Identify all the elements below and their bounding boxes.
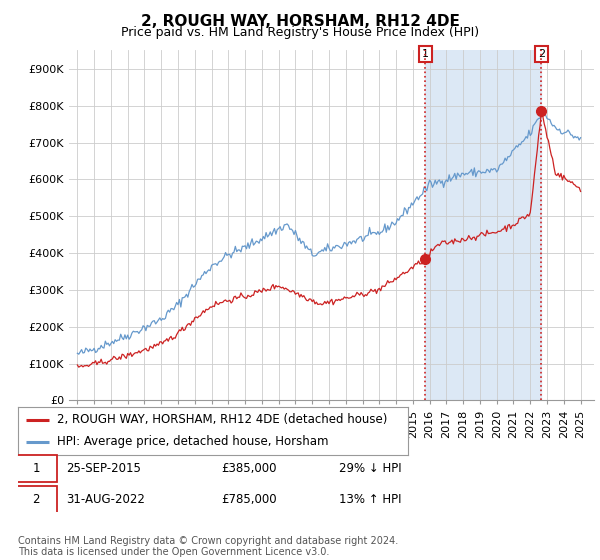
- Text: Contains HM Land Registry data © Crown copyright and database right 2024.
This d: Contains HM Land Registry data © Crown c…: [18, 535, 398, 557]
- Text: 29% ↓ HPI: 29% ↓ HPI: [340, 462, 402, 475]
- Text: £385,000: £385,000: [221, 462, 277, 475]
- Text: 1: 1: [32, 462, 40, 475]
- Text: HPI: Average price, detached house, Horsham: HPI: Average price, detached house, Hors…: [57, 435, 329, 449]
- Text: 2, ROUGH WAY, HORSHAM, RH12 4DE (detached house): 2, ROUGH WAY, HORSHAM, RH12 4DE (detache…: [57, 413, 388, 427]
- Text: 31-AUG-2022: 31-AUG-2022: [66, 493, 145, 506]
- Text: 13% ↑ HPI: 13% ↑ HPI: [340, 493, 402, 506]
- Text: 2, ROUGH WAY, HORSHAM, RH12 4DE: 2, ROUGH WAY, HORSHAM, RH12 4DE: [140, 14, 460, 29]
- FancyBboxPatch shape: [15, 455, 58, 482]
- Bar: [425, 50, 541, 400]
- Text: 25-SEP-2015: 25-SEP-2015: [66, 462, 141, 475]
- FancyBboxPatch shape: [15, 486, 58, 513]
- Text: Price paid vs. HM Land Registry's House Price Index (HPI): Price paid vs. HM Land Registry's House …: [121, 26, 479, 39]
- Text: £785,000: £785,000: [221, 493, 277, 506]
- Text: 1: 1: [422, 49, 429, 59]
- Text: 2: 2: [538, 49, 545, 59]
- Text: 2: 2: [32, 493, 40, 506]
